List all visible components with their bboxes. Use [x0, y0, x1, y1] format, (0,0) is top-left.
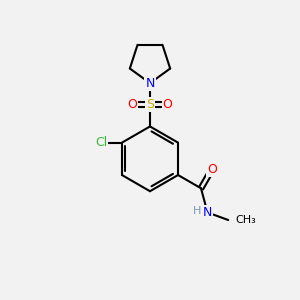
Text: S: S	[146, 98, 154, 111]
Text: O: O	[128, 98, 137, 111]
Text: H: H	[193, 206, 201, 216]
Text: N: N	[145, 77, 155, 90]
Text: O: O	[163, 98, 172, 111]
Text: CH₃: CH₃	[236, 215, 256, 225]
Text: N: N	[145, 77, 155, 90]
Text: O: O	[207, 163, 217, 176]
Text: N: N	[203, 206, 212, 219]
Text: Cl: Cl	[95, 136, 107, 149]
